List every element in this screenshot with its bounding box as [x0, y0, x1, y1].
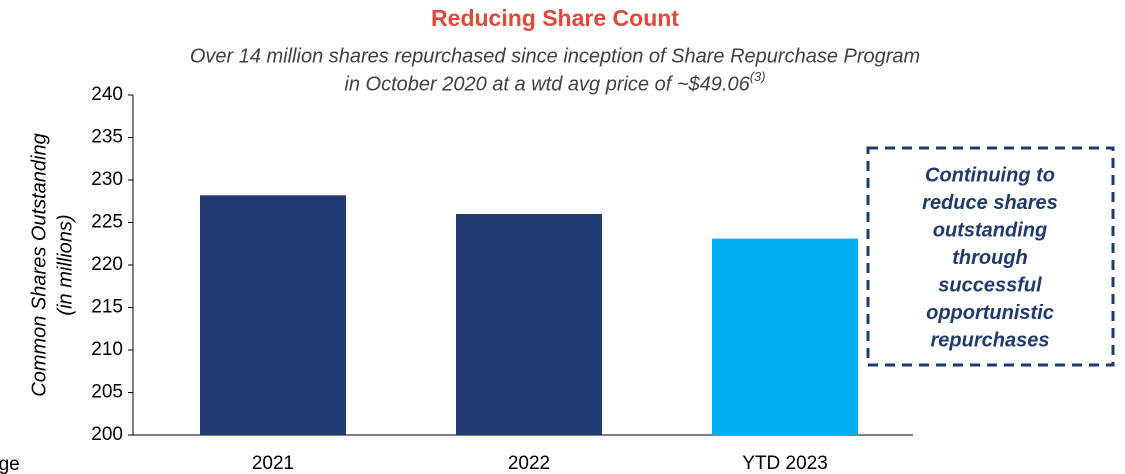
annotation-text: successful: [938, 274, 1042, 296]
chart-subtitle: in October 2020 at a wtd avg price of ~$…: [344, 69, 765, 95]
bar: [200, 195, 346, 435]
annotation-box: [866, 146, 1115, 367]
y-axis-label: Common Shares Outstanding: [28, 133, 50, 396]
y-tick-label: 230: [91, 169, 123, 190]
y-tick-label: 240: [91, 84, 123, 105]
footnote-fragment: age: [0, 454, 20, 474]
annotation-text: opportunistic: [926, 302, 1054, 324]
annotation-text: outstanding: [933, 219, 1047, 241]
chart-title: Reducing Share Count: [431, 5, 679, 31]
y-tick-label: 235: [91, 127, 123, 148]
y-tick-label: 210: [91, 339, 123, 360]
x-tick-label: 2022: [508, 453, 550, 474]
y-axis-label: (in millions): [54, 214, 76, 315]
subtitle-superscript: (3): [750, 69, 766, 84]
y-tick-label: 225: [91, 212, 123, 233]
y-tick-label: 205: [91, 382, 123, 403]
chart-subtitle: Over 14 million shares repurchased since…: [190, 45, 920, 67]
y-tick-label: 215: [91, 297, 123, 318]
y-tick-label: 220: [91, 254, 123, 275]
x-tick-label: 2021: [252, 453, 294, 474]
annotation-text: through: [952, 247, 1028, 269]
annotation-text: Continuing to: [925, 164, 1055, 186]
y-tick-label: 200: [91, 424, 123, 445]
bar: [712, 238, 858, 435]
bar: [456, 214, 602, 435]
annotation-text: reduce shares: [922, 192, 1058, 214]
x-tick-label: YTD 2023: [742, 453, 828, 474]
annotation-text: repurchases: [931, 329, 1050, 351]
